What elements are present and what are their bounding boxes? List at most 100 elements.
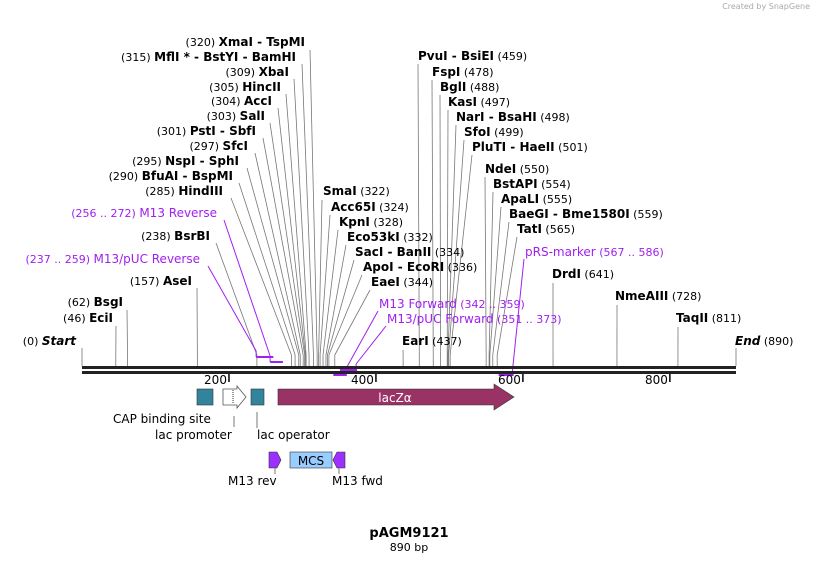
enzyme-label-drdi[interactable]: DrdI (641)	[552, 267, 614, 281]
cap-binding-site-feature[interactable]	[196, 388, 214, 406]
enzyme-name: NarI - BsaHI	[456, 110, 537, 124]
cut-site-line-ndei	[484, 176, 487, 356]
mcs-feature[interactable]	[289, 451, 333, 469]
enzyme-label-fspi[interactable]: FspI (478)	[432, 65, 493, 79]
enzyme-label-bsrbi[interactable]: (238) BsrBI	[141, 229, 210, 243]
enzyme-label-saci-banii[interactable]: SacI - BanII (334)	[355, 245, 464, 259]
lac-operator-label: lac operator	[257, 428, 330, 442]
enzyme-position: (488)	[466, 81, 499, 94]
primer-leader-prs-marker	[512, 258, 525, 370]
enzyme-label-eco53ki[interactable]: Eco53kI (332)	[347, 230, 433, 244]
enzyme-name: NspI - SphI	[165, 154, 239, 168]
cut-site-line-sfci	[254, 152, 301, 356]
enzyme-label-tati[interactable]: TatI (565)	[517, 222, 575, 236]
enzyme-name: SacI - BanII	[355, 245, 431, 259]
primer-bar-m13-reverse[interactable]	[270, 361, 283, 363]
enzyme-position: (320)	[186, 36, 219, 49]
m13-fwd-label: M13 fwd	[332, 474, 383, 488]
lacz-alpha-label: lacZα	[378, 391, 412, 405]
primer-leader-m13-forward	[345, 310, 379, 370]
enzyme-label-bfuai-bspmi[interactable]: (290) BfuAI - BspMI	[109, 169, 233, 183]
enzyme-label-acci[interactable]: (304) AccI	[211, 94, 272, 108]
enzyme-label-pvui-bsiei[interactable]: PvuI - BsiEI (459)	[418, 49, 527, 63]
enzyme-label-eaei[interactable]: EaeI (344)	[371, 275, 433, 289]
enzyme-label-hindiii[interactable]: (285) HindIII	[145, 184, 223, 198]
enzyme-label-asei[interactable]: (157) AseI	[130, 274, 192, 288]
enzyme-label-nspi-sphi[interactable]: (295) NspI - SphI	[132, 154, 239, 168]
enzyme-position: (498)	[537, 111, 570, 124]
cut-site-line-sfoi	[448, 139, 465, 356]
enzyme-label-baegi-bme1580i[interactable]: BaeGI - Bme1580I (559)	[509, 207, 663, 221]
enzyme-label-bgli[interactable]: BglI (488)	[440, 80, 499, 94]
enzyme-label-xbai[interactable]: (309) XbaI	[226, 65, 289, 79]
backbone-bottom-strand[interactable]	[82, 371, 736, 374]
primer-label-m13-forward[interactable]: M13 Forward (342 .. 359)	[379, 297, 525, 311]
backbone-top-strand[interactable]	[82, 366, 736, 369]
enzyme-name: PstI - SbfI	[190, 124, 256, 138]
enzyme-position: (324)	[376, 201, 409, 214]
lac-operator-feature[interactable]	[250, 388, 265, 406]
enzyme-label-apali[interactable]: ApaLI (555)	[501, 192, 572, 206]
enzyme-position: (499)	[491, 126, 524, 139]
enzyme-label-nmeaiii[interactable]: NmeAIII (728)	[615, 289, 701, 303]
enzyme-position: (62)	[68, 296, 94, 309]
primer-bar-m13-puc-reverse[interactable]	[256, 356, 274, 358]
enzyme-label-kpni[interactable]: KpnI (328)	[339, 215, 403, 229]
enzyme-label-sali[interactable]: (303) SalI	[207, 109, 265, 123]
enzyme-label-kasi[interactable]: KasI (497)	[448, 95, 510, 109]
enzyme-label-nari-bsahi[interactable]: NarI - BsaHI (498)	[456, 110, 570, 124]
enzyme-label-pluti-haeii[interactable]: PluTI - HaeII (501)	[472, 140, 588, 154]
enzyme-label-ndei[interactable]: NdeI (550)	[485, 162, 549, 176]
primer-bar-m13-puc-forward[interactable]	[339, 369, 358, 371]
enzyme-name: BstAPI	[493, 177, 538, 191]
primer-name: M13/pUC Reverse	[94, 252, 201, 266]
primer-label-m13-puc-forward[interactable]: M13/pUC Forward (351 .. 373)	[387, 312, 562, 326]
primer-range: (567 .. 586)	[596, 246, 664, 259]
enzyme-name: KpnI	[339, 215, 370, 229]
cut-site-line-kpni	[322, 229, 339, 356]
primer-label-m13-reverse[interactable]: (256 .. 272) M13 Reverse	[71, 206, 217, 220]
primer-bar-prs-marker[interactable]	[498, 374, 514, 376]
start-name: Start	[42, 334, 77, 348]
enzyme-position: (550)	[516, 163, 549, 176]
enzyme-name: NdeI	[485, 162, 516, 176]
enzyme-position: (559)	[630, 208, 663, 221]
lac-promoter-feature[interactable]	[222, 384, 247, 410]
enzyme-name: PvuI - BsiEI	[418, 49, 494, 63]
enzyme-label-taqii[interactable]: TaqII (811)	[676, 311, 741, 325]
cut-site-line-mfli-bstyi-bamhi	[301, 63, 314, 356]
enzyme-label-psti-sbfi[interactable]: (301) PstI - SbfI	[157, 124, 256, 138]
enzyme-label-acc65i[interactable]: Acc65I (324)	[331, 200, 409, 214]
primer-leader-m13-puc-reverse	[207, 265, 257, 352]
enzyme-label-eari[interactable]: EarI (437)	[402, 334, 462, 348]
enzyme-label-bsgi[interactable]: (62) BsgI	[68, 295, 123, 309]
primer-range: (351 .. 373)	[494, 313, 562, 326]
primer-range: (256 .. 272)	[71, 207, 139, 220]
end-label: End (890)	[735, 334, 793, 348]
enzyme-label-smai[interactable]: SmaI (322)	[323, 184, 390, 198]
enzyme-label-ecii[interactable]: (46) EciI	[63, 311, 113, 325]
enzyme-label-apoi-ecori[interactable]: ApoI - EcoRI (336)	[363, 260, 477, 274]
enzyme-label-mfli-bstyi-bamhi[interactable]: (315) MflI * - BstYI - BamHI	[121, 50, 296, 64]
enzyme-label-hincii[interactable]: (305) HincII	[209, 80, 281, 94]
cut-site-line-pvui-bsiei	[417, 63, 420, 356]
enzyme-label-sfci[interactable]: (297) SfcI	[189, 139, 248, 153]
lac-promoter-label: lac promoter	[155, 428, 232, 442]
enzyme-name: DrdI	[552, 267, 581, 281]
enzyme-position: (478)	[460, 66, 493, 79]
enzyme-label-xmai-tspmi[interactable]: (320) XmaI - TspMI	[186, 35, 305, 49]
primer-bar-m13-forward[interactable]	[333, 374, 347, 376]
enzyme-label-sfoi[interactable]: SfoI (499)	[464, 125, 524, 139]
primer-label-m13-puc-reverse[interactable]: (237 .. 259) M13/pUC Reverse	[25, 252, 200, 266]
enzyme-name: Eco53kI	[347, 230, 400, 244]
cut-site-line-smai	[318, 199, 323, 356]
lacz-alpha-feature[interactable]	[277, 383, 515, 411]
m13-rev-primer-feature[interactable]	[268, 451, 282, 469]
enzyme-label-bstapi[interactable]: BstAPI (554)	[493, 177, 571, 191]
cut-site-line-hincii	[285, 93, 307, 356]
m13-fwd-primer-feature[interactable]	[332, 451, 346, 469]
primer-range: (237 .. 259)	[25, 253, 93, 266]
enzyme-position: (303)	[207, 110, 240, 123]
primer-label-prs-marker[interactable]: pRS-marker (567 .. 586)	[525, 245, 664, 259]
